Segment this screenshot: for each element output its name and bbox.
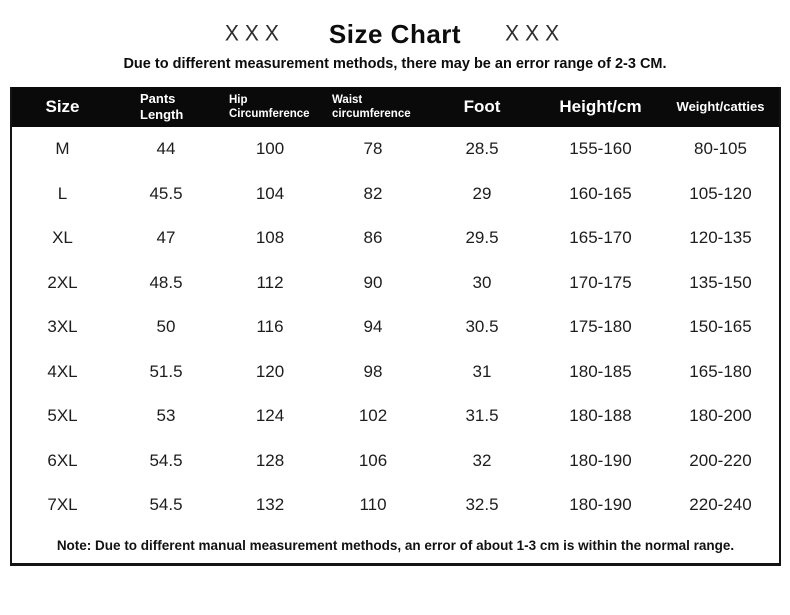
column-header-pants-length: Pants Length: [113, 87, 219, 127]
value-cell: 44: [156, 139, 176, 159]
subtitle: Due to different measurement methods, th…: [123, 56, 667, 72]
value-cell: 120: [255, 361, 285, 381]
column-header-waist-circumference: Waist circumference: [321, 87, 425, 127]
note-row: Note: Due to different manual measuremen…: [11, 528, 780, 565]
value-cell: 28.5: [465, 139, 499, 159]
value-cell: 150-165: [689, 317, 752, 337]
value-cell: 108: [255, 228, 285, 248]
value-cell: 180-185: [569, 361, 632, 381]
column-header-label: Weight/catties: [676, 98, 765, 114]
table-row: 2XL 48.5 112 90 30 170-175 135-150: [11, 261, 780, 306]
value-cell: 165-170: [569, 228, 632, 248]
value-cell: 106: [358, 450, 388, 470]
value-cell: 98: [363, 361, 383, 381]
value-cell: 112: [256, 272, 284, 292]
value-cell: 32: [472, 450, 492, 470]
value-cell: 31.5: [465, 406, 499, 426]
size-cell: 7XL: [47, 495, 78, 515]
value-cell: 135-150: [689, 272, 752, 292]
value-cell: 54.5: [149, 495, 183, 515]
value-cell: 155-160: [569, 139, 632, 159]
value-cell: 120-135: [689, 228, 752, 248]
table-row: 7XL 54.5 132 110 32.5 180-190 220-240: [11, 483, 780, 528]
value-cell: 53: [156, 406, 176, 426]
value-cell: 50: [156, 317, 176, 337]
header-row: Size Pants Length Hip Circumference Waist c…: [11, 87, 780, 127]
value-cell: 128: [255, 450, 285, 470]
value-cell: 29: [472, 183, 492, 203]
value-cell: 90: [363, 272, 383, 292]
table-header: Size Pants Length Hip Circumference Waist c…: [11, 87, 780, 127]
value-cell: 30.5: [465, 317, 499, 337]
value-cell: 51.5: [149, 361, 183, 381]
value-cell: 45.5: [149, 183, 183, 203]
table-row: 5XL 53 124 102 31.5 180-188 180-200: [11, 394, 780, 439]
value-cell: 200-220: [689, 450, 752, 470]
table-row: 4XL 51.5 120 98 31 180-185 165-180: [11, 350, 780, 395]
column-header-label: Hip Circumference: [229, 93, 310, 120]
table-row: L 45.5 104 82 29 160-165 105-120: [11, 172, 780, 217]
value-cell: 180-200: [689, 406, 752, 426]
value-cell: 31: [472, 361, 492, 381]
value-cell: 30: [472, 272, 492, 292]
size-cell: 6XL: [47, 450, 78, 470]
value-cell: 104: [255, 183, 285, 203]
title-decoration-right: XXX: [505, 21, 566, 46]
column-header-label: Foot: [463, 97, 501, 117]
value-cell: 175-180: [569, 317, 632, 337]
page-title: Size Chart: [328, 18, 462, 49]
column-header-label: Size: [45, 97, 80, 117]
title-decoration-left: XXX: [224, 21, 285, 46]
column-header-hip-circumference: Hip Circumference: [219, 87, 321, 127]
title-row: XXX Size Chart XXX: [0, 0, 790, 52]
value-cell: 165-180: [689, 361, 752, 381]
size-cell: 4XL: [47, 361, 78, 381]
size-cell: M: [55, 139, 70, 159]
value-cell: 32.5: [465, 495, 499, 515]
value-cell: 82: [363, 183, 383, 203]
size-cell: L: [57, 183, 68, 203]
value-cell: 100: [255, 139, 285, 159]
value-cell: 132: [255, 495, 285, 515]
value-cell: 48.5: [149, 272, 183, 292]
table-footer: Note: Due to different manual measuremen…: [11, 528, 780, 565]
value-cell: 94: [363, 317, 383, 337]
column-header-label: Pants Length: [140, 90, 184, 122]
size-cell: 2XL: [47, 272, 78, 292]
size-cell: 5XL: [47, 406, 78, 426]
column-header-foot: Foot: [425, 87, 539, 127]
value-cell: 180-190: [569, 495, 632, 515]
value-cell: 78: [363, 139, 383, 159]
value-cell: 180-188: [569, 406, 632, 426]
table-row: 3XL 50 116 94 30.5 175-180 150-165: [11, 305, 780, 350]
note-text: Note: Due to different manual measuremen…: [56, 537, 735, 553]
table-row: XL 47 108 86 29.5 165-170 120-135: [11, 216, 780, 261]
size-table: Size Pants Length Hip Circumference Waist c…: [10, 87, 781, 566]
size-cell: XL: [52, 228, 73, 248]
column-header-label: Height/cm: [559, 97, 642, 117]
value-cell: 220-240: [689, 495, 752, 515]
table-row: 6XL 54.5 128 106 32 180-190 200-220: [11, 439, 780, 484]
value-cell: 47: [156, 228, 176, 248]
column-header-size: Size: [11, 87, 113, 127]
value-cell: 116: [256, 317, 284, 337]
column-header-label: Waist circumference: [332, 93, 411, 120]
value-cell: 102: [358, 406, 388, 426]
table-body: M 44 100 78 28.5 155-160 80-105 L 45.5 104 82 29 160…: [11, 127, 780, 528]
table-row: M 44 100 78 28.5 155-160 80-105: [11, 127, 780, 172]
value-cell: 180-190: [569, 450, 632, 470]
column-header-height-cm: Height/cm: [539, 87, 662, 127]
value-cell: 29.5: [465, 228, 499, 248]
value-cell: 170-175: [569, 272, 632, 292]
value-cell: 105-120: [689, 183, 752, 203]
value-cell: 160-165: [569, 183, 632, 203]
value-cell: 110: [359, 495, 387, 515]
column-header-weight-catties: Weight/catties: [662, 87, 780, 127]
value-cell: 124: [255, 406, 285, 426]
size-cell: 3XL: [47, 317, 78, 337]
value-cell: 86: [363, 228, 383, 248]
value-cell: 54.5: [149, 450, 183, 470]
value-cell: 80-105: [694, 139, 747, 159]
